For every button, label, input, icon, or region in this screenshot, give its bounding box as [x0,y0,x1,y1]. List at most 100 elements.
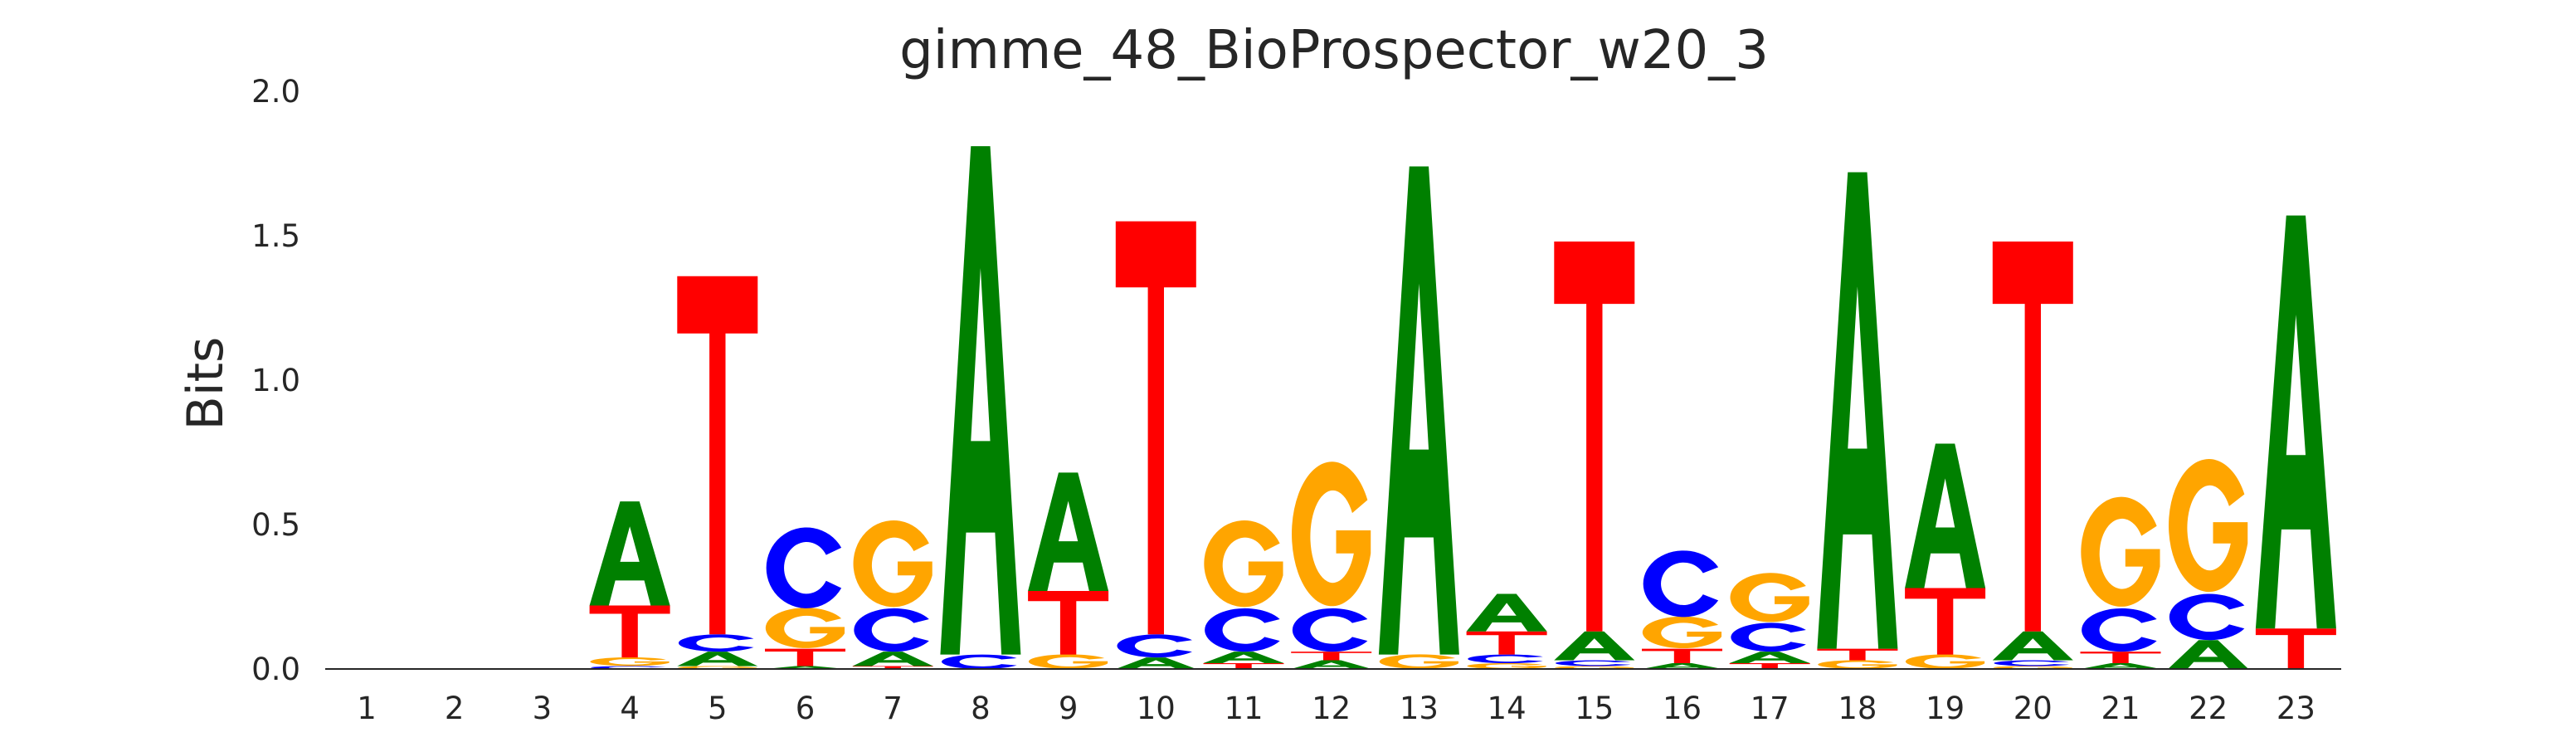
logo-stack-position-9 [1028,472,1109,669]
logo-letter-G [1379,654,1458,669]
logo-letter-T [1291,652,1372,661]
x-tick-label: 22 [2189,691,2228,726]
logo-stack-position-10 [1115,221,1196,669]
logo-letter-A [1115,657,1196,669]
x-tick-label: 5 [708,691,728,726]
logo-letter-G [1905,654,1985,669]
logo-letter-A [677,652,758,666]
logo-letter-T [852,666,933,669]
y-tick-label: 1.5 [251,218,300,254]
x-tick-label: 17 [1751,691,1790,726]
logo-stack-position-21 [2080,496,2161,669]
logo-letter-T [1905,588,1986,655]
x-tick-label: 2 [445,691,465,726]
logo-stack-position-12 [1291,461,1372,669]
logo-letter-C [1643,550,1719,618]
logo-stack-position-13 [1378,166,1459,669]
logo-letter-A [2168,640,2249,669]
logo-letter-C [1468,654,1543,664]
x-tick-label: 19 [1926,691,1965,726]
x-tick-label: 1 [357,691,377,726]
logo-letter-G [1028,654,1108,669]
logo-letter-T [1992,241,2073,632]
logo-letter-T [1466,631,1547,655]
x-tick-label: 16 [1663,691,1702,726]
logo-letter-C [1117,634,1192,658]
logo-letter-A [1729,652,1810,664]
logo-letter-G [1818,660,1897,669]
x-tick-label: 14 [1488,691,1527,726]
y-tick-label: 0.0 [251,652,300,687]
x-tick-label: 21 [2101,691,2140,726]
logo-stack-position-5 [677,276,758,669]
x-tick-label: 6 [796,691,816,726]
logo-letter-C [766,527,842,608]
logo-letter-T [1203,663,1284,669]
x-tick-label: 9 [1059,691,1079,726]
logo-letter-A [2080,663,2161,669]
logo-letter-C [678,634,754,652]
logo-letter-A [589,501,670,606]
logo-stack-position-17 [1729,573,1810,669]
x-tick-label: 12 [1312,691,1351,726]
logo-letter-A [1905,443,1986,588]
x-tick-label: 11 [1224,691,1263,726]
logo-stack-position-18 [1817,172,1898,669]
y-tick-label: 2.0 [251,74,300,110]
logo-stack-position-19 [1905,443,1986,669]
logo-stack-position-14 [1466,593,1547,669]
logo-stack-position-23 [2255,215,2336,670]
logo-stack-position-6 [765,527,845,669]
logo-letter-G [1292,461,1371,607]
logo-letter-C [1994,660,2069,666]
y-axis-ticks: 0.0 0.5 1.0 1.5 2.0 [251,74,300,687]
logo-letter-A [1817,172,1898,649]
logo-letter-A [1203,652,1284,664]
logo-stack-position-7 [852,520,933,669]
logo-stack-position-8 [940,146,1021,669]
logo-stack-position-15 [1554,241,1635,669]
logo-letter-G [765,608,845,648]
y-axis-label: Bits [177,337,235,431]
logo-stack-position-20 [1992,241,2073,669]
logo-letter-A [2255,215,2336,629]
logo-letter-A [940,146,1021,655]
logo-letter-T [1028,591,1109,655]
logo-letter-C [1205,608,1280,652]
logo-letter-C [942,654,1017,669]
logo-letter-C [1555,660,1631,666]
logo-letter-A [852,652,933,666]
x-tick-label: 8 [971,691,991,726]
logo-stack-position-22 [2168,459,2249,669]
logo-letter-T [677,276,758,635]
logo-letter-G [1642,616,1722,649]
logo-letter-G [1730,573,1809,622]
x-axis-ticks: 1 2 3 4 5 6 7 8 9 10 11 12 13 14 15 16 17 18 19 20 21 22 23 [357,691,2315,726]
logo-letter-G [853,520,933,608]
logo-letter-T [2255,628,2336,670]
logo-stack-position-16 [1642,550,1722,669]
logo-letter-T [1642,648,1722,664]
logo-letter-T [1554,241,1635,632]
y-tick-label: 1.0 [251,363,300,398]
x-tick-label: 20 [2014,691,2053,726]
logo-letter-A [1642,663,1722,669]
logo-letter-C [1731,622,1806,652]
x-tick-label: 13 [1400,691,1439,726]
logo-letter-T [2080,652,2161,664]
logo-letter-A [1291,660,1372,669]
x-tick-label: 23 [2277,691,2315,726]
logo-letter-C [2169,593,2245,641]
x-tick-label: 15 [1575,691,1614,726]
x-tick-label: 3 [533,691,553,726]
logo-letter-T [1817,648,1898,661]
y-tick-label: 0.5 [251,507,300,543]
logo-letter-A [1028,472,1109,592]
x-tick-label: 10 [1137,691,1176,726]
logo-letter-G [1204,520,1283,608]
chart-title: gimme_48_BioProspector_w20_3 [899,20,1769,81]
logo-stack-position-4 [589,501,670,669]
logo-letter-G [1467,662,1546,669]
x-tick-label: 18 [1838,691,1877,726]
logo-letter-T [1729,663,1810,669]
